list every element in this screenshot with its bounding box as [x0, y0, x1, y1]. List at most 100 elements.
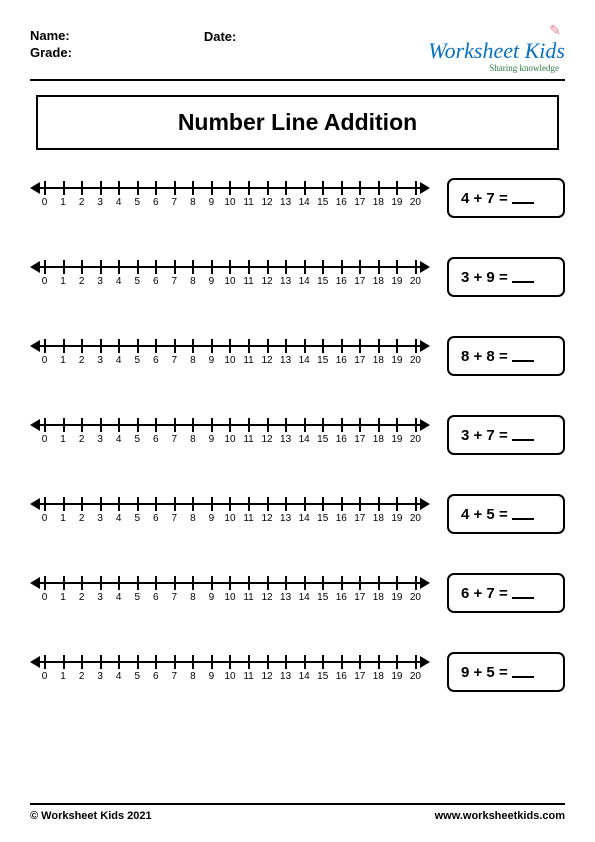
tick-label: 10	[224, 513, 235, 524]
tick: 9	[211, 337, 212, 375]
tick-label: 0	[42, 513, 48, 524]
tick: 4	[118, 179, 119, 217]
tick-label: 8	[190, 671, 196, 682]
tick-label: 6	[153, 276, 159, 287]
tick: 16	[341, 574, 342, 612]
answer-blank[interactable]	[512, 508, 534, 520]
tick: 9	[211, 179, 212, 217]
tick-label: 13	[280, 592, 291, 603]
number-line: 01234567891011121314151617181920	[30, 258, 430, 296]
tick-label: 3	[97, 513, 103, 524]
tick: 18	[378, 495, 379, 533]
tick: 3	[100, 179, 101, 217]
ticks: 01234567891011121314151617181920	[44, 179, 416, 217]
tick-label: 17	[354, 513, 365, 524]
answer-blank[interactable]	[512, 429, 534, 441]
problem-row: 012345678910111213141516171819204 + 5 =	[30, 494, 565, 534]
tick-label: 15	[317, 197, 328, 208]
equation-text: 3 + 7 =	[461, 427, 508, 444]
tick: 2	[81, 337, 82, 375]
tick: 5	[137, 416, 138, 454]
name-label: Name:	[30, 28, 72, 43]
answer-blank[interactable]	[512, 350, 534, 362]
tick: 11	[248, 416, 249, 454]
tick: 7	[174, 495, 175, 533]
tick: 18	[378, 574, 379, 612]
tick: 2	[81, 416, 82, 454]
tick-label: 14	[299, 355, 310, 366]
tick-label: 0	[42, 355, 48, 366]
ticks: 01234567891011121314151617181920	[44, 416, 416, 454]
arrow-right-icon	[420, 261, 430, 273]
answer-blank[interactable]	[512, 192, 534, 204]
tick: 5	[137, 179, 138, 217]
tick-label: 4	[116, 513, 122, 524]
tick: 2	[81, 179, 82, 217]
tick: 11	[248, 337, 249, 375]
tick-label: 20	[410, 276, 421, 287]
tick-label: 6	[153, 434, 159, 445]
logo-sub: Sharing knowledge	[428, 64, 559, 73]
tick-label: 12	[262, 355, 273, 366]
answer-blank[interactable]	[512, 271, 534, 283]
tick: 8	[192, 653, 193, 691]
tick-label: 6	[153, 355, 159, 366]
tick-label: 7	[172, 197, 178, 208]
tick: 6	[155, 495, 156, 533]
tick: 15	[322, 653, 323, 691]
answer-blank[interactable]	[512, 666, 534, 678]
tick-label: 9	[209, 197, 215, 208]
tick-label: 18	[373, 197, 384, 208]
tick: 12	[267, 574, 268, 612]
tick: 17	[359, 653, 360, 691]
tick: 5	[137, 574, 138, 612]
tick: 15	[322, 495, 323, 533]
tick: 10	[229, 416, 230, 454]
tick-label: 11	[243, 513, 253, 524]
tick-label: 12	[262, 513, 273, 524]
tick: 14	[304, 337, 305, 375]
tick-label: 16	[336, 355, 347, 366]
tick-label: 0	[42, 276, 48, 287]
tick-label: 2	[79, 276, 85, 287]
tick-label: 4	[116, 276, 122, 287]
tick: 17	[359, 495, 360, 533]
equation-box: 9 + 5 =	[447, 652, 565, 692]
tick-label: 14	[299, 276, 310, 287]
problem-row: 012345678910111213141516171819203 + 9 =	[30, 257, 565, 297]
tick: 20	[415, 337, 416, 375]
tick-label: 1	[60, 592, 66, 603]
problem-row: 012345678910111213141516171819209 + 5 =	[30, 652, 565, 692]
tick: 1	[63, 337, 64, 375]
tick-label: 20	[410, 513, 421, 524]
tick: 12	[267, 653, 268, 691]
tick-label: 10	[224, 434, 235, 445]
tick-label: 20	[410, 434, 421, 445]
tick-label: 2	[79, 513, 85, 524]
tick-label: 5	[134, 671, 140, 682]
tick-label: 6	[153, 513, 159, 524]
tick: 6	[155, 337, 156, 375]
tick-label: 5	[134, 197, 140, 208]
tick-label: 1	[60, 197, 66, 208]
tick: 15	[322, 258, 323, 296]
tick-label: 17	[354, 276, 365, 287]
answer-blank[interactable]	[512, 587, 534, 599]
tick: 12	[267, 495, 268, 533]
tick-label: 3	[97, 276, 103, 287]
footer: © Worksheet Kids 2021 www.worksheetkids.…	[30, 803, 565, 822]
tick-label: 19	[391, 197, 402, 208]
tick-label: 1	[60, 513, 66, 524]
tick-label: 4	[116, 434, 122, 445]
tick: 4	[118, 337, 119, 375]
tick: 19	[396, 653, 397, 691]
tick-label: 13	[280, 513, 291, 524]
tick-label: 13	[280, 434, 291, 445]
tick: 0	[44, 258, 45, 296]
tick-label: 8	[190, 355, 196, 366]
tick-label: 5	[134, 592, 140, 603]
tick: 10	[229, 495, 230, 533]
tick-label: 11	[243, 592, 253, 603]
tick: 6	[155, 258, 156, 296]
equation-box: 3 + 9 =	[447, 257, 565, 297]
